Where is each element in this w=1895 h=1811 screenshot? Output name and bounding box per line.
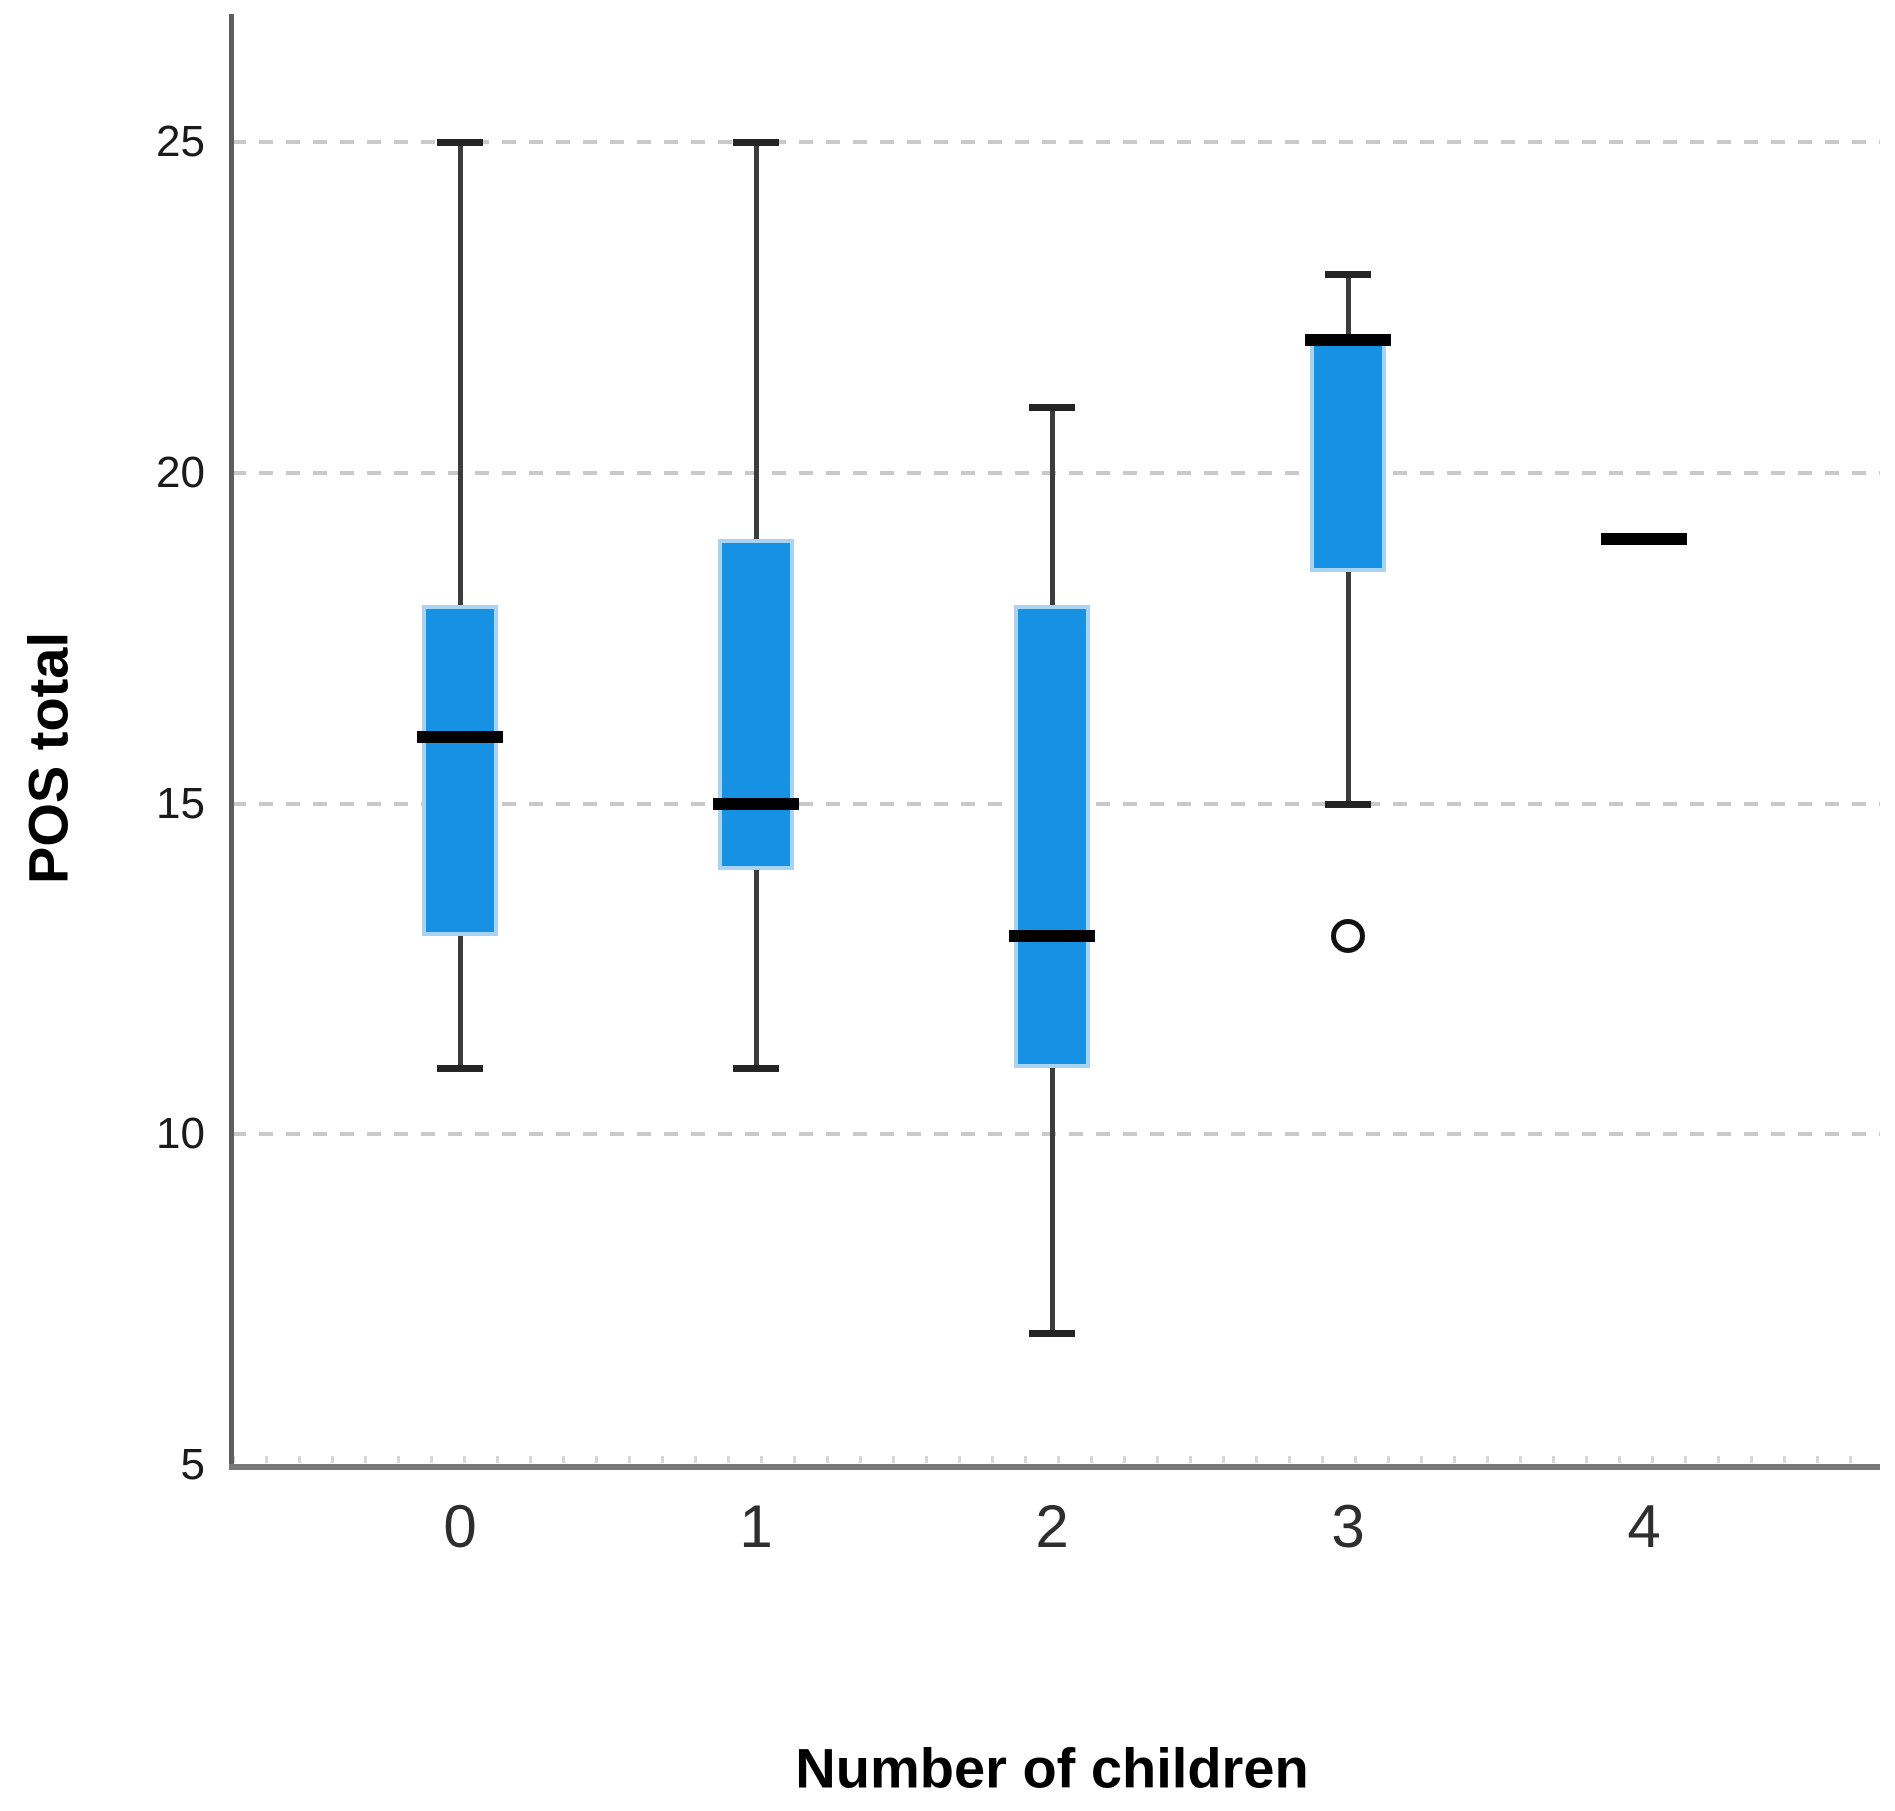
whisker-cap-low [733,1065,779,1073]
median-line [713,797,799,810]
y-axis-line [229,14,234,1470]
whisker-cap-low [1029,1329,1075,1337]
median-line [1601,532,1687,545]
gridline [232,140,1880,144]
y-tick-label: 5 [180,1440,205,1489]
y-tick-label: 25 [156,117,205,166]
whisker-cap-low [437,1065,483,1073]
y-tick-label: 20 [156,447,205,497]
boxplot-box [422,605,498,936]
x-axis-line [229,1464,1880,1470]
gridline [232,470,1880,475]
boxplot-box [1310,340,1386,572]
x-tick-label: 3 [1331,1493,1365,1560]
y-tick-label: 10 [156,1109,205,1159]
x-axis-minor-ticks [232,1456,1880,1463]
x-axis-title: Number of children [795,1736,1309,1800]
median-line [1305,334,1391,347]
y-axis-title: POS total [16,631,80,885]
x-tick-label: 0 [443,1493,477,1560]
x-tick-label: 4 [1627,1493,1661,1560]
x-tick-label: 2 [1035,1493,1069,1560]
y-tick-label: 15 [156,778,205,828]
boxplot-box [718,538,794,870]
whisker-cap-high [733,139,779,146]
x-tick-label: 1 [739,1493,773,1560]
whisker-cap-low [1325,800,1371,808]
median-line [1009,929,1095,942]
whisker-cap-high [1029,403,1075,411]
median-line [417,731,503,744]
gridline [232,1132,1880,1137]
whisker-cap-high [1325,271,1371,279]
whisker-cap-high [437,139,483,146]
boxplot-box [1014,605,1090,1069]
outlier-point [1331,918,1365,953]
